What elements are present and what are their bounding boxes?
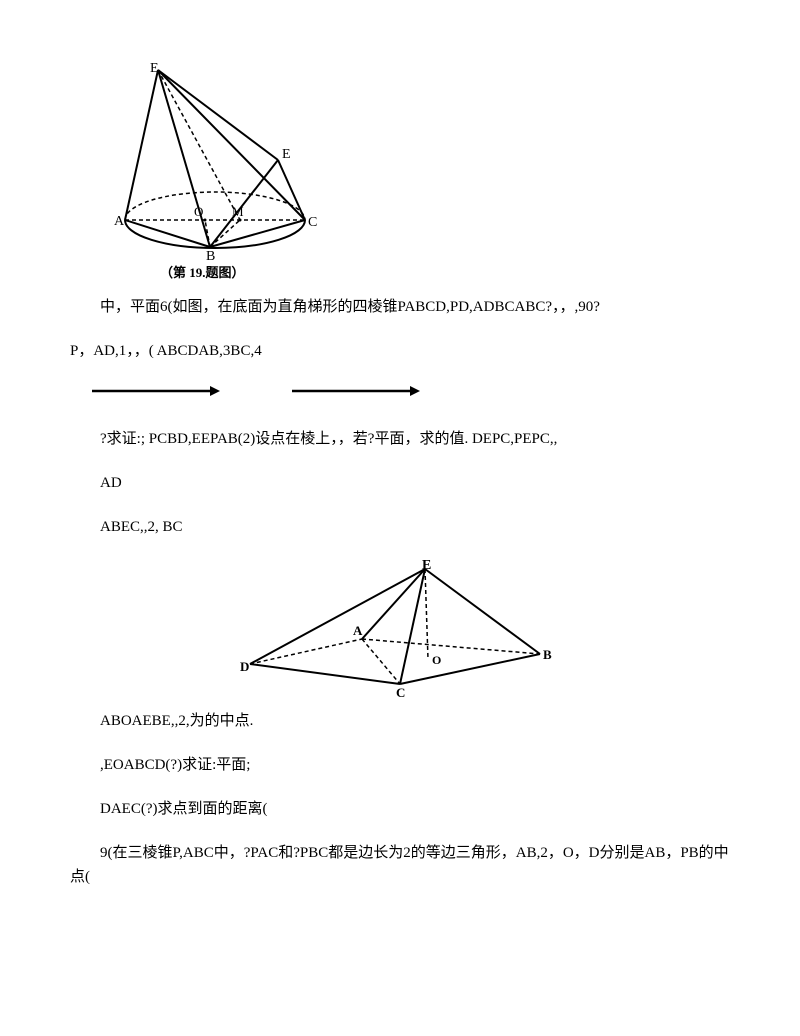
paragraph-4: AD (70, 471, 730, 495)
svg-text:E: E (422, 559, 431, 573)
paragraph-6: ABOAEBE,,2,为的中点. (70, 709, 730, 733)
paragraph-2: P，AD,1，，( ABCDAB,3BC,4 (70, 339, 730, 363)
svg-text:O: O (194, 204, 203, 219)
paragraph-9: 9(在三棱锥P,ABC中，?PAC和?PBC都是边长为2的等边三角形，AB,2，… (70, 841, 730, 889)
paragraph-5: ABEC,,2, BC (70, 515, 730, 539)
paragraph-3: ?求证:; PCBD,EEPAB(2)设点在棱上，，若?平面，求的值. DEPC… (70, 427, 730, 451)
paragraph-7: ,EOABCD(?)求证:平面; (70, 753, 730, 777)
svg-text:D: D (240, 659, 249, 674)
paragraph-8: DAEC(?)求点到面的距离( (70, 797, 730, 821)
arrow-2 (290, 383, 420, 399)
svg-text:E: E (150, 61, 159, 76)
figure-eabcd: E A B C D O (240, 559, 560, 699)
figure-19-caption: （第 19.题图） (160, 262, 730, 281)
svg-text:C: C (308, 215, 317, 230)
svg-text:M: M (232, 204, 244, 219)
svg-text:O: O (432, 653, 441, 667)
arrows-row (90, 383, 730, 403)
svg-text:C: C (396, 685, 405, 699)
svg-text:A: A (114, 214, 125, 229)
arrow-1 (90, 383, 220, 399)
svg-text:A: A (353, 623, 363, 638)
svg-text:B: B (543, 647, 552, 662)
paragraph-1: 中，平面6(如图，在底面为直角梯形的四棱锥PABCD,PD,ADBCABC?，，… (70, 295, 730, 319)
figure-19: E E A B C O M (110, 60, 320, 260)
svg-text:E: E (282, 147, 291, 162)
svg-text:B: B (206, 249, 215, 260)
